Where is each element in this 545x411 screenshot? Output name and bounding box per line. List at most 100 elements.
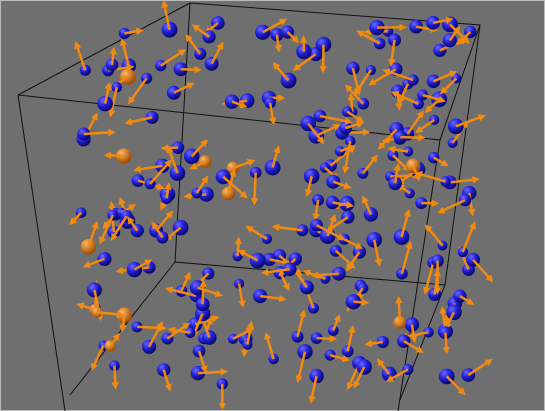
velocity-arrow xyxy=(189,160,206,170)
velocity-arrow xyxy=(319,114,353,125)
velocity-arrow xyxy=(164,182,172,199)
velocity-arrow xyxy=(87,221,99,248)
velocity-arrow xyxy=(272,62,290,82)
velocity-arrow xyxy=(332,201,355,209)
velocity-arrow xyxy=(195,175,209,194)
velocity-arrow xyxy=(103,81,112,104)
particle xyxy=(338,233,350,245)
velocity-arrow xyxy=(304,175,313,198)
velocity-arrow xyxy=(127,77,148,105)
velocity-arrow xyxy=(442,332,451,355)
velocity-arrow xyxy=(315,124,341,137)
velocity-arrow xyxy=(162,369,172,392)
velocity-arrow xyxy=(222,175,248,199)
velocity-arrow xyxy=(393,162,401,184)
velocity-arrow xyxy=(382,68,414,82)
velocity-arrow xyxy=(292,53,317,71)
velocity-arrow xyxy=(395,90,403,111)
velocity-arrow xyxy=(82,257,105,269)
velocity-arrow xyxy=(109,46,117,65)
velocity-arrow xyxy=(197,368,228,376)
box-edge xyxy=(17,94,66,411)
velocity-arrow xyxy=(127,216,139,232)
box-edge xyxy=(439,24,481,141)
particle xyxy=(346,61,360,75)
velocity-arrow xyxy=(260,268,290,276)
particle xyxy=(431,254,444,268)
velocity-arrow xyxy=(180,271,191,292)
velocity-arrow xyxy=(311,271,339,279)
particle xyxy=(120,210,133,223)
velocity-arrow xyxy=(108,86,119,118)
velocity-arrow xyxy=(448,25,461,42)
velocity-arrow xyxy=(343,238,363,249)
velocity-arrow xyxy=(133,259,153,271)
velocity-arrow xyxy=(124,116,153,126)
velocity-arrow xyxy=(307,122,325,145)
velocity-arrow xyxy=(400,209,411,238)
velocity-arrow xyxy=(191,24,210,38)
particle xyxy=(334,146,346,157)
velocity-arrow xyxy=(91,344,105,371)
velocity-arrow xyxy=(329,353,350,363)
velocity-arrow xyxy=(110,215,128,242)
particle xyxy=(397,334,411,348)
velocity-arrow xyxy=(111,365,119,390)
box-edge xyxy=(17,2,191,96)
velocity-arrow xyxy=(406,110,424,135)
velocity-arrow xyxy=(173,82,195,94)
velocity-arrow xyxy=(395,295,403,323)
velocity-arrow xyxy=(197,286,224,298)
velocity-arrow xyxy=(339,144,356,153)
velocity-arrow xyxy=(180,65,202,74)
velocity-arrow xyxy=(364,339,383,348)
velocity-arrow xyxy=(234,236,243,257)
velocity-arrow xyxy=(315,223,346,241)
velocity-arrow xyxy=(433,156,449,167)
velocity-arrow xyxy=(232,158,256,170)
velocity-arrow xyxy=(250,172,259,206)
velocity-arrow xyxy=(151,221,164,239)
velocity-arrow xyxy=(372,239,382,267)
velocity-arrow xyxy=(455,114,487,128)
velocity-arrow xyxy=(377,128,398,150)
velocity-arrow xyxy=(439,77,458,95)
velocity-arrow xyxy=(396,183,411,195)
box-edge xyxy=(399,284,446,401)
velocity-arrow xyxy=(96,310,125,318)
velocity-arrow xyxy=(76,302,95,311)
velocity-arrow xyxy=(423,262,435,295)
velocity-arrow xyxy=(164,226,182,241)
velocity-arrow xyxy=(316,334,338,343)
velocity-arrow xyxy=(149,159,172,185)
velocity-arrow xyxy=(268,102,277,126)
velocity-arrow xyxy=(133,164,163,173)
velocity-arrow xyxy=(147,320,163,348)
velocity-arrow xyxy=(400,133,426,142)
velocity-arrow xyxy=(83,128,116,137)
velocity-arrow xyxy=(437,198,466,214)
velocity-arrow xyxy=(356,30,381,45)
velocity-arrow xyxy=(274,34,282,53)
velocity-arrow xyxy=(376,358,391,375)
velocity-arrow xyxy=(262,18,288,34)
velocity-arrow xyxy=(387,145,409,154)
velocity-arrow xyxy=(245,225,268,241)
velocity-arrow xyxy=(74,41,87,71)
velocity-arrow xyxy=(99,214,114,245)
velocity-arrow xyxy=(185,33,202,55)
velocity-arrow xyxy=(390,91,419,106)
particle xyxy=(461,368,476,382)
velocity-arrow xyxy=(351,67,362,96)
velocity-arrow xyxy=(210,41,224,65)
velocity-arrow xyxy=(461,221,476,253)
velocity-arrow xyxy=(346,325,356,352)
velocity-arrow xyxy=(231,100,248,109)
velocity-arrow xyxy=(346,110,365,123)
velocity-arrow xyxy=(424,224,444,247)
velocity-arrow xyxy=(204,21,219,35)
velocity-arrow xyxy=(362,195,373,216)
velocity-arrow xyxy=(353,366,366,389)
